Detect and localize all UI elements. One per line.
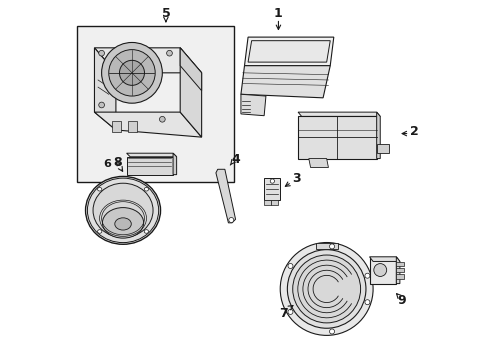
Ellipse shape bbox=[144, 230, 148, 233]
Polygon shape bbox=[241, 66, 329, 98]
Circle shape bbox=[280, 243, 372, 336]
Polygon shape bbox=[395, 257, 399, 284]
Ellipse shape bbox=[85, 176, 160, 244]
Circle shape bbox=[159, 116, 165, 122]
Polygon shape bbox=[244, 37, 333, 66]
Circle shape bbox=[373, 264, 386, 276]
Circle shape bbox=[287, 264, 292, 269]
Ellipse shape bbox=[93, 183, 153, 238]
Ellipse shape bbox=[87, 178, 158, 243]
Bar bbox=[271, 200, 277, 205]
Polygon shape bbox=[216, 169, 235, 223]
Circle shape bbox=[364, 273, 369, 278]
Bar bbox=[369, 257, 395, 284]
Circle shape bbox=[287, 249, 365, 328]
Ellipse shape bbox=[102, 208, 143, 238]
Bar bbox=[395, 274, 404, 279]
Polygon shape bbox=[369, 257, 399, 261]
Text: 6: 6 bbox=[103, 159, 111, 169]
Polygon shape bbox=[180, 48, 201, 91]
Ellipse shape bbox=[144, 188, 148, 191]
Bar bbox=[264, 200, 270, 205]
Circle shape bbox=[108, 50, 155, 96]
Ellipse shape bbox=[115, 218, 131, 230]
Circle shape bbox=[364, 300, 369, 305]
Text: 9: 9 bbox=[397, 294, 405, 307]
Text: 1: 1 bbox=[273, 8, 282, 21]
Bar bbox=[77, 26, 233, 182]
Polygon shape bbox=[298, 112, 380, 116]
Polygon shape bbox=[376, 144, 388, 153]
Bar bbox=[112, 121, 121, 132]
Circle shape bbox=[270, 179, 274, 183]
Polygon shape bbox=[94, 112, 201, 137]
Circle shape bbox=[329, 329, 334, 334]
Polygon shape bbox=[315, 243, 337, 249]
Polygon shape bbox=[264, 178, 280, 200]
Polygon shape bbox=[308, 158, 328, 167]
Polygon shape bbox=[376, 112, 380, 158]
Circle shape bbox=[99, 102, 104, 108]
Bar bbox=[395, 262, 404, 266]
Circle shape bbox=[228, 217, 233, 222]
Bar bbox=[126, 157, 173, 175]
Polygon shape bbox=[94, 48, 201, 73]
Circle shape bbox=[292, 255, 360, 323]
Ellipse shape bbox=[98, 188, 102, 191]
Circle shape bbox=[287, 310, 292, 314]
Text: 4: 4 bbox=[231, 153, 240, 166]
Polygon shape bbox=[180, 48, 201, 137]
Text: 3: 3 bbox=[291, 172, 300, 185]
Bar bbox=[395, 268, 404, 272]
Circle shape bbox=[166, 50, 172, 56]
Polygon shape bbox=[173, 153, 176, 175]
Text: 7: 7 bbox=[279, 307, 287, 320]
Circle shape bbox=[329, 244, 334, 249]
Polygon shape bbox=[126, 153, 176, 157]
Ellipse shape bbox=[98, 230, 102, 233]
Circle shape bbox=[99, 50, 104, 56]
Circle shape bbox=[119, 60, 144, 85]
Polygon shape bbox=[241, 94, 265, 116]
Polygon shape bbox=[247, 41, 329, 62]
Text: 2: 2 bbox=[409, 125, 418, 138]
Text: 8: 8 bbox=[113, 156, 122, 169]
Bar bbox=[298, 116, 376, 158]
Circle shape bbox=[102, 42, 162, 103]
Bar bbox=[128, 121, 137, 132]
Polygon shape bbox=[94, 48, 116, 130]
Text: 5: 5 bbox=[161, 8, 170, 21]
